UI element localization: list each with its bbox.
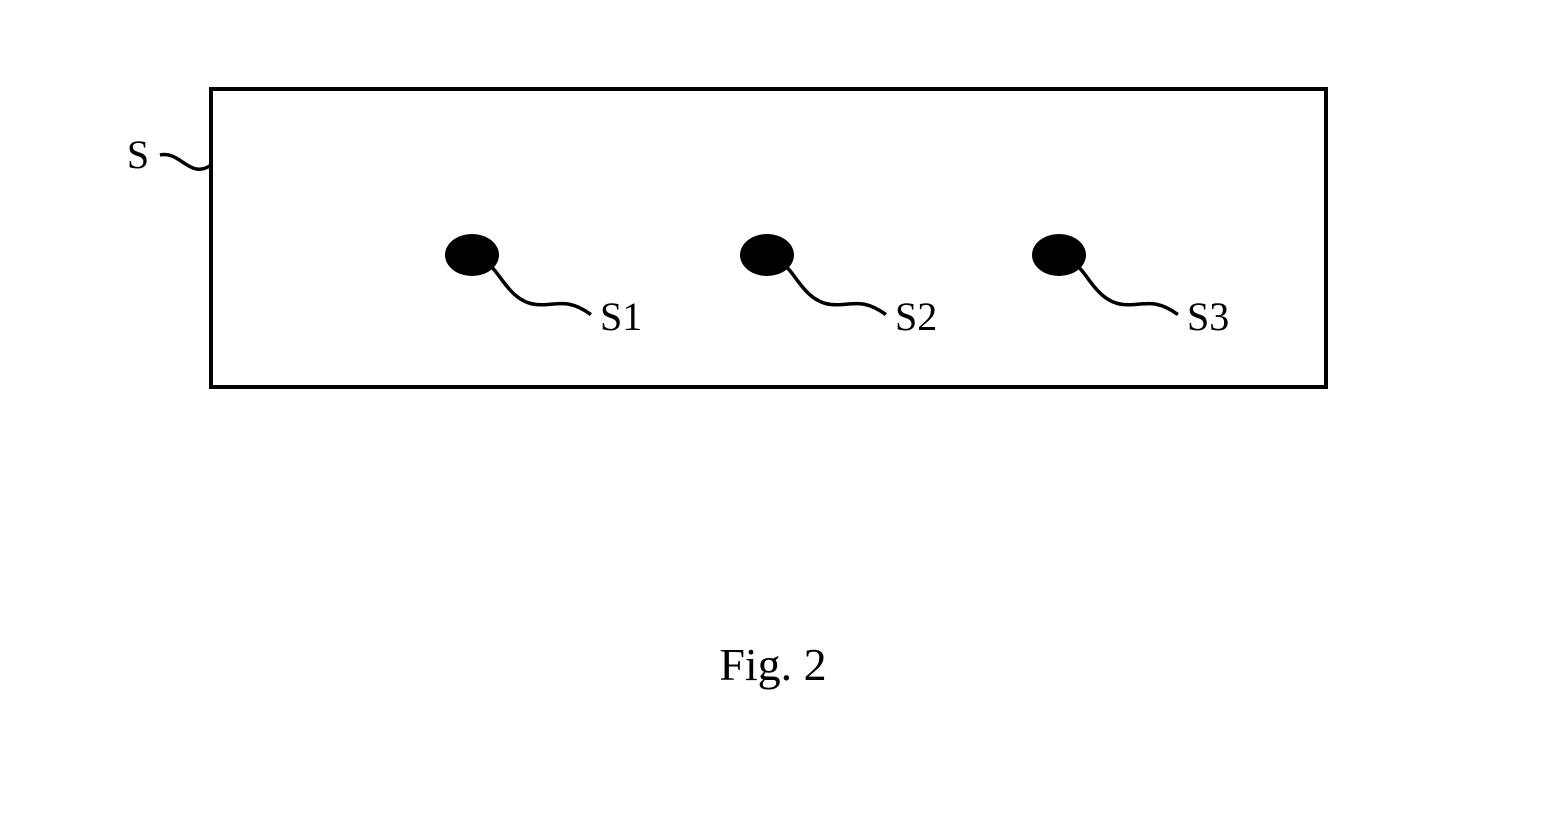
dot-s1 xyxy=(445,234,499,276)
dot-s3 xyxy=(1032,234,1086,276)
dot-label-s3: S3 xyxy=(1187,294,1229,339)
dot-label-s1: S1 xyxy=(600,294,642,339)
leader-s1 xyxy=(491,267,591,315)
figure-2: S S1 S2 S3 Fig. 2 xyxy=(0,0,1546,820)
dot-label-s2: S2 xyxy=(895,294,937,339)
container-leader xyxy=(160,154,211,169)
dots-group: S1 S2 S3 xyxy=(445,234,1229,339)
leader-s2 xyxy=(786,267,886,315)
container-label: S xyxy=(127,132,149,177)
figure-caption: Fig. 2 xyxy=(719,639,826,690)
leader-s3 xyxy=(1078,267,1178,315)
dot-s2 xyxy=(740,234,794,276)
